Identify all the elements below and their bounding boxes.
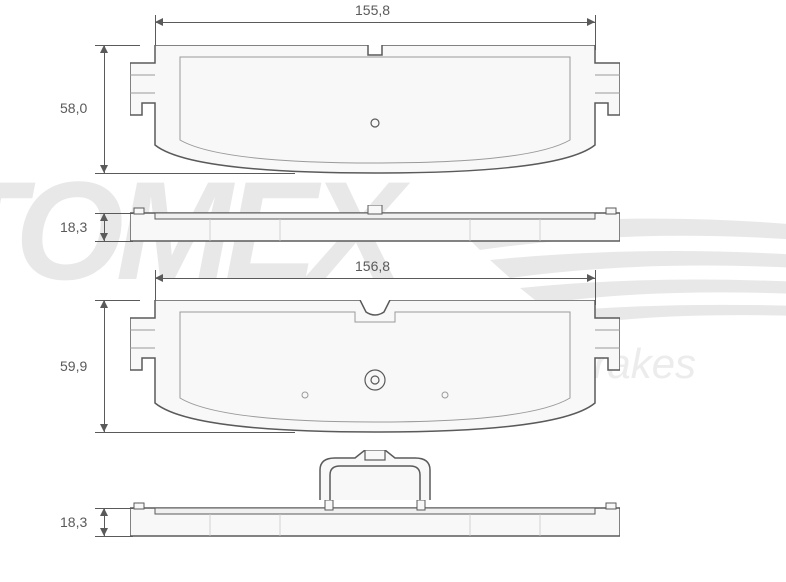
dim-top-width-line	[155, 22, 595, 23]
dim-pad1-height-line	[104, 45, 105, 173]
dim-side2-thick-arrow-d	[100, 528, 108, 536]
dim-top-width-arrow-r	[587, 18, 595, 26]
side1-body	[130, 205, 620, 245]
dim-mid-width-arrow-r	[587, 274, 595, 282]
dim-side2-thick-arrow-u	[100, 508, 108, 516]
pad1-body	[130, 45, 620, 175]
dim-side1-thick-arrow-d	[100, 233, 108, 241]
dim-side1-thick-value: 18,3	[60, 219, 87, 235]
dim-side1-thick-tick-b	[95, 241, 133, 242]
dim-mid-width-line	[155, 278, 595, 279]
dim-pad2-height-label: 59,9	[60, 358, 87, 374]
dim-pad1-height-arrow-d	[100, 165, 108, 173]
dim-pad2-height-tick-b	[95, 432, 295, 433]
dim-top-width-value: 155,8	[355, 2, 390, 18]
dim-mid-width-label: 156,8	[355, 258, 390, 274]
dim-side2-thick-tick-b	[95, 536, 133, 537]
dim-pad2-height-value: 59,9	[60, 358, 87, 374]
dim-pad1-height-value: 58,0	[60, 100, 87, 116]
dim-pad1-height-arrow-u	[100, 45, 108, 53]
dim-pad1-height-tick-t	[95, 45, 140, 46]
dim-side2-thick-label: 18,3	[60, 514, 87, 530]
dim-side1-thick-tick-t	[95, 213, 133, 214]
dim-pad2-height-line	[104, 300, 105, 432]
dim-pad2-height-arrow-u	[100, 300, 108, 308]
dim-mid-width-arrow-l	[155, 274, 163, 282]
dim-mid-width-value: 156,8	[355, 258, 390, 274]
side2-body	[130, 500, 620, 540]
dim-side1-thick-arrow-u	[100, 213, 108, 221]
dim-side2-thick-value: 18,3	[60, 514, 87, 530]
dim-top-width-label: 155,8	[355, 2, 390, 18]
dim-side1-thick-label: 18,3	[60, 219, 87, 235]
dim-top-width-arrow-l	[155, 18, 163, 26]
dim-pad2-height-arrow-d	[100, 424, 108, 432]
dim-pad1-height-tick-b	[95, 173, 295, 174]
dim-side2-thick-tick-t	[95, 508, 133, 509]
dim-pad1-height-label: 58,0	[60, 100, 87, 116]
pad2-body	[130, 300, 620, 435]
dim-pad2-height-tick-t	[95, 300, 140, 301]
